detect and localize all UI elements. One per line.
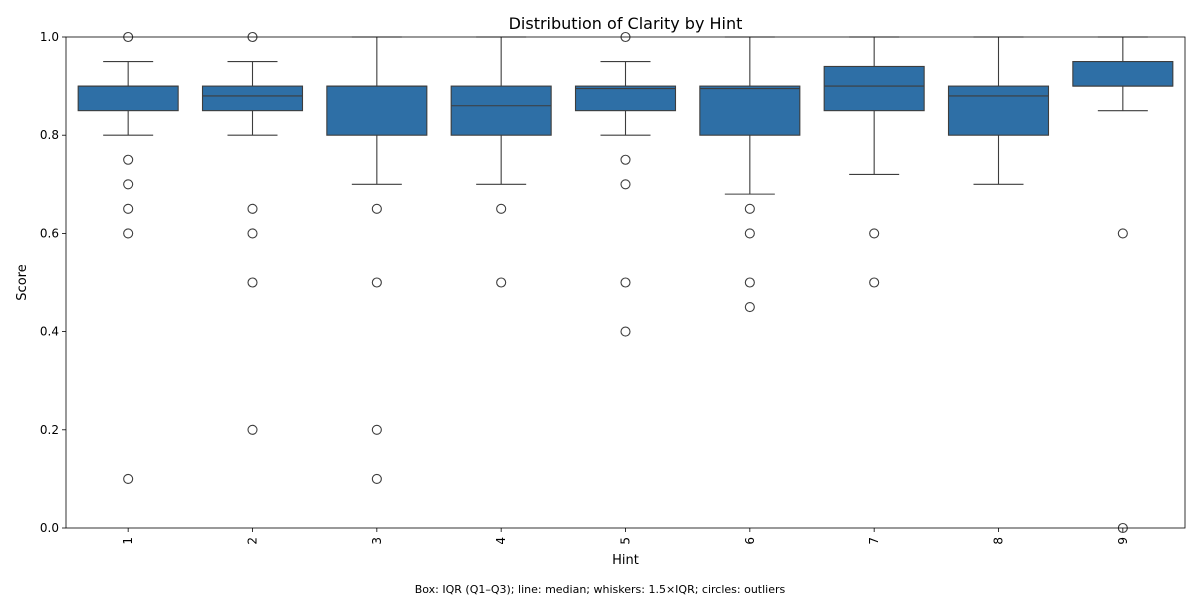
- iqr-box: [326, 85, 428, 136]
- outlier-point: [247, 203, 258, 214]
- y-axis-label: Score: [15, 264, 30, 300]
- iqr-box: [699, 85, 801, 136]
- outlier-point: [371, 424, 382, 435]
- y-tick-label: 0.4: [40, 325, 59, 339]
- x-tick-label: 2: [246, 537, 260, 545]
- outlier-point: [620, 326, 631, 337]
- outlier-point: [620, 179, 631, 190]
- x-tick-label: 5: [619, 537, 633, 545]
- outlier-point: [744, 203, 755, 214]
- x-tick-label: 7: [867, 537, 881, 545]
- outlier-point: [744, 228, 755, 239]
- outlier-point: [123, 154, 134, 165]
- outlier-point: [869, 277, 880, 288]
- outlier-point: [496, 203, 507, 214]
- chart-title: Distribution of Clarity by Hint: [509, 14, 743, 33]
- chart-caption: Box: IQR (Q1–Q3); line: median; whiskers…: [414, 583, 786, 596]
- iqr-box: [574, 85, 677, 112]
- x-tick-label: 9: [1116, 537, 1130, 545]
- outlier-point: [371, 277, 382, 288]
- iqr-box: [823, 65, 925, 112]
- x-tick-label: 4: [494, 537, 508, 545]
- outlier-point: [371, 473, 382, 484]
- outlier-point: [620, 277, 631, 288]
- x-axis-label: Hint: [612, 553, 639, 568]
- outlier-point: [247, 277, 258, 288]
- outlier-point: [744, 277, 755, 288]
- outlier-point: [371, 203, 382, 214]
- plot-frame: [65, 36, 1186, 529]
- outlier-point: [1117, 228, 1128, 239]
- box-plot-marks: [77, 31, 1174, 534]
- outlier-point: [247, 228, 258, 239]
- outlier-point: [123, 228, 134, 239]
- iqr-box: [201, 85, 304, 112]
- outlier-point: [744, 301, 755, 313]
- x-tick-label: 1: [121, 537, 135, 545]
- outlier-point: [620, 154, 631, 165]
- x-tick-label: 6: [743, 537, 757, 545]
- y-tick-label: 0.8: [40, 128, 59, 142]
- outlier-point: [869, 228, 880, 239]
- iqr-box: [450, 85, 552, 136]
- x-tick-label: 8: [992, 537, 1006, 545]
- axis-ticks: 0.0 0.2 0.4 0.6 0.8 1.0 1 2 3 4 5 6 7 8 9: [40, 30, 1130, 545]
- y-tick-label: 1.0: [40, 30, 59, 44]
- y-tick-label: 0.0: [40, 521, 59, 535]
- x-tick-label: 3: [370, 537, 384, 545]
- outlier-point: [247, 424, 258, 435]
- iqr-box: [947, 85, 1050, 136]
- iqr-box: [77, 85, 179, 112]
- outlier-point: [123, 179, 134, 190]
- y-tick-label: 0.2: [40, 423, 59, 437]
- outlier-point: [123, 203, 134, 214]
- y-tick-label: 0.6: [40, 226, 59, 240]
- iqr-box: [1072, 60, 1174, 87]
- outlier-point: [496, 277, 507, 288]
- outlier-point: [123, 473, 134, 484]
